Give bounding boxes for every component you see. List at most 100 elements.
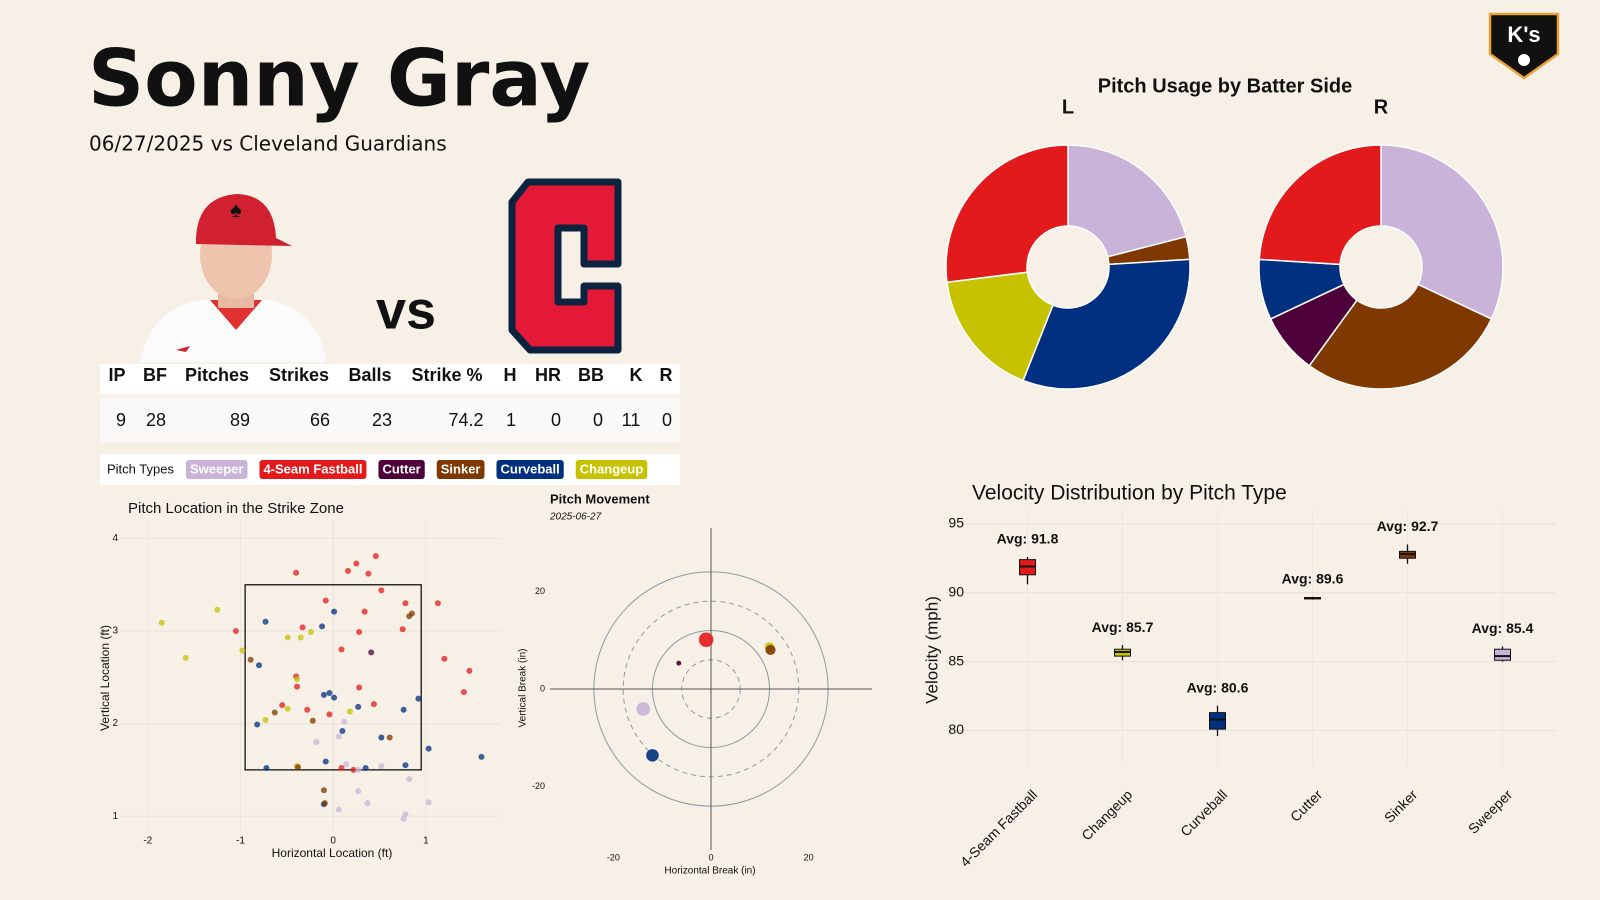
avg-label: Avg: 85.7: [1092, 619, 1154, 635]
pitch-point: [331, 694, 338, 701]
panel-label: R: [1374, 96, 1389, 118]
pitch-point: [365, 570, 372, 577]
table-header: Balls: [348, 365, 391, 385]
pitch-point: [441, 655, 448, 662]
chart-title: Pitch Location in the Strike Zone: [128, 500, 344, 517]
y-tick-label: 3: [112, 626, 118, 637]
pitch-point: [353, 560, 360, 567]
pitch-point: [335, 733, 342, 740]
pitch-point: [343, 761, 350, 768]
site-logo: K's: [1488, 12, 1560, 80]
table-header: BB: [578, 365, 604, 385]
pitch-point: [335, 806, 342, 813]
pitch-point: [362, 765, 369, 771]
panel-label: L: [1062, 96, 1074, 118]
donut-slice: [946, 271, 1054, 382]
pitch-point: [263, 765, 270, 771]
pitch-point: [232, 628, 239, 635]
pitch-point: [378, 587, 385, 594]
y-axis-label: Velocity (mph): [922, 596, 941, 704]
pitch-point: [304, 706, 311, 713]
movement-point: [636, 702, 651, 716]
chart-title: Velocity Distribution by Pitch Type: [972, 482, 1287, 505]
pitch-point: [338, 765, 345, 771]
y-axis-label: Vertical Break (in): [518, 649, 529, 728]
pitch-point: [350, 766, 357, 773]
pitch-point: [279, 702, 286, 709]
player-name: Sonny Gray: [88, 34, 590, 124]
pitch-point: [460, 689, 467, 696]
table-cell: 89: [230, 410, 250, 430]
team-logo: [508, 178, 622, 354]
pitch-point: [239, 647, 246, 654]
pitch-point: [319, 623, 326, 630]
pitch-point: [322, 597, 329, 604]
avg-label: Avg: 85.4: [1472, 620, 1534, 636]
x-tick-label: -20: [607, 852, 620, 862]
legend-label: Pitch Types: [107, 461, 174, 476]
table-header: HR: [535, 365, 561, 385]
pitch-point: [355, 788, 362, 795]
pitch-point: [478, 753, 485, 760]
box-body: [1494, 648, 1511, 661]
table-cell: 0: [551, 410, 561, 430]
x-tick-label: 0: [708, 852, 713, 862]
legend-item: Curveball: [500, 461, 559, 476]
x-tick-label: 0: [330, 836, 336, 847]
pitch-point: [326, 690, 333, 697]
pitch-point: [364, 800, 371, 807]
pitch-point: [322, 758, 329, 765]
y-tick-label: 4: [112, 533, 118, 544]
pitch-point: [294, 676, 301, 683]
pitch-point: [368, 649, 375, 656]
pitch-point: [299, 624, 306, 631]
table-header-bg: [100, 364, 680, 394]
donut-slice: [945, 144, 1069, 284]
pitch-point: [356, 684, 363, 691]
pitch-point: [158, 619, 165, 626]
y-tick-label: 90: [948, 583, 964, 599]
pitch-point: [346, 708, 353, 715]
pitch-point: [182, 654, 189, 661]
pitch-point: [341, 718, 348, 725]
legend-chip: [185, 460, 248, 479]
pitch-point: [434, 600, 441, 607]
pitch-point: [256, 662, 263, 669]
donut-slice: [1380, 144, 1504, 320]
game-info: 06/27/2025 vs Cleveland Guardians: [89, 132, 447, 156]
y-axis-label: Vertical Location (ft): [98, 625, 112, 731]
pitch-point: [293, 569, 300, 576]
pitch-point: [466, 667, 473, 674]
table-cell: 66: [310, 410, 330, 430]
pitch-point: [399, 626, 406, 633]
pitch-point: [271, 709, 278, 716]
movement-point: [676, 660, 682, 666]
avg-label: Avg: 89.6: [1282, 571, 1344, 587]
pitch-point: [361, 608, 368, 615]
pitch-point: [402, 811, 409, 818]
pitch-point: [406, 776, 413, 783]
table-cell: 74.2: [448, 410, 483, 430]
pitch-point: [262, 618, 269, 625]
pitch-point: [313, 739, 320, 746]
avg-label: Avg: 92.7: [1377, 518, 1439, 534]
movement-point: [646, 749, 659, 762]
movement-point: [765, 644, 776, 656]
legend-chip: [575, 460, 648, 479]
pitch-point: [425, 745, 432, 752]
y-tick-label: 85: [948, 652, 964, 668]
table-cell: 0: [593, 410, 603, 430]
chart-title: Pitch Movement: [550, 491, 650, 506]
table-row-bg: [100, 398, 680, 442]
pitch-point: [297, 634, 304, 641]
legend-item: 4-Seam Fastball: [263, 461, 362, 476]
pitch-point: [370, 701, 377, 708]
pitch-point: [294, 683, 301, 690]
table-header: IP: [108, 365, 125, 385]
legend-item: Changeup: [580, 461, 644, 476]
pitch-point: [408, 610, 415, 617]
legend-chip: [496, 460, 564, 479]
pitch-point: [284, 634, 291, 641]
avg-label: Avg: 91.8: [997, 531, 1059, 547]
